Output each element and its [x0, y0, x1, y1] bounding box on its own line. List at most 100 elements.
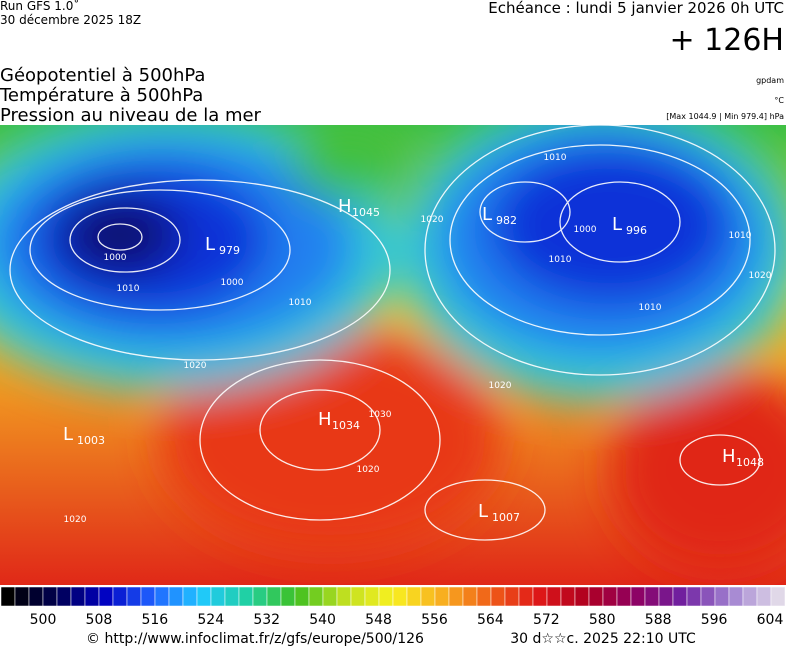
isobar-label: 1020 — [357, 465, 380, 475]
colorbar-swatch — [490, 586, 506, 607]
center-value: 1048 — [736, 456, 764, 469]
colorbar-swatch — [770, 586, 786, 607]
colorbar-swatch — [322, 586, 338, 607]
isobar-label: 1020 — [64, 515, 87, 525]
field-name: Pression au niveau de la mer — [0, 105, 262, 126]
center-value: 1034 — [332, 419, 360, 432]
colorbar-tick-label: 516 — [141, 612, 168, 628]
isobar-label: 1010 — [289, 298, 312, 308]
colorbar-swatch — [350, 586, 366, 607]
colorbar-swatch — [196, 586, 212, 607]
run-label: Run GFS 1.0˚ — [0, 0, 79, 13]
colorbar-swatch — [224, 586, 240, 607]
center-kind: L — [612, 214, 622, 235]
colorbar-swatch — [742, 586, 758, 607]
colorbar-swatch — [714, 586, 730, 607]
center-kind: L — [482, 204, 492, 225]
isobar-label: 1000 — [574, 225, 597, 235]
colorbar-swatch — [336, 586, 352, 607]
colorbar-swatch — [574, 586, 590, 607]
colorbar-swatch — [644, 586, 660, 607]
colorbar-swatch — [392, 586, 408, 607]
center-value: 979 — [219, 244, 240, 257]
colorbar-tick-label: 588 — [645, 612, 672, 628]
colorbar-tick-label: 524 — [197, 612, 224, 628]
colorbar-tick-label: 540 — [309, 612, 336, 628]
colorbar-swatch — [70, 586, 86, 607]
colorbar-tick-label: 572 — [533, 612, 560, 628]
center-kind: L — [205, 234, 215, 255]
colorbar-swatch — [0, 586, 16, 607]
colorbar-swatch — [546, 586, 562, 607]
isobar-label: 1010 — [544, 153, 567, 163]
center-value: 1007 — [492, 511, 520, 524]
field-name: Géopotentiel à 500hPa — [0, 65, 205, 86]
isobar-label: 1020 — [184, 361, 207, 371]
center-kind: L — [478, 501, 488, 522]
isobar-label: 1030 — [369, 410, 392, 420]
isobar-label: 1020 — [749, 271, 772, 281]
colorbar-swatch — [630, 586, 646, 607]
colorbar-tick-label: 532 — [253, 612, 280, 628]
pressure-range: [Max 1044.9 | Min 979.4] hPa — [666, 112, 784, 121]
colorbar-swatch — [378, 586, 394, 607]
center-value: 996 — [626, 224, 647, 237]
center-kind: H — [338, 196, 352, 217]
colorbar-swatch — [686, 586, 702, 607]
colorbar-swatch — [126, 586, 142, 607]
colorbar-swatch — [98, 586, 114, 607]
colorbar-swatch — [140, 586, 156, 607]
colorbar-swatch — [462, 586, 478, 607]
colorbar-swatch — [210, 586, 226, 607]
colorbar-tick-label: 556 — [421, 612, 448, 628]
colorbar-swatch — [434, 586, 450, 607]
colorbar: 500 508 516 524 532 540 548 556 564 572 580 588 596 6… — [0, 586, 786, 628]
colorbar-swatch — [84, 586, 100, 607]
colorbar-swatch — [280, 586, 296, 607]
colorbar-swatch — [672, 586, 688, 607]
isobar-label: 1010 — [639, 303, 662, 313]
center-kind: H — [318, 409, 332, 430]
colorbar-swatch — [476, 586, 492, 607]
colorbar-swatch — [308, 586, 324, 607]
center-value: 982 — [496, 214, 517, 227]
colorbar-swatch — [28, 586, 44, 607]
colorbar-swatch — [560, 586, 576, 607]
colorbar-swatch — [756, 586, 772, 607]
colorbar-swatch — [266, 586, 282, 607]
isobar-label: 1000 — [104, 253, 127, 263]
colorbar-swatch — [406, 586, 422, 607]
isobar-label: 1020 — [489, 381, 512, 391]
unit: °C — [774, 96, 784, 105]
colorbar-swatch — [154, 586, 170, 607]
colorbar-swatch — [238, 586, 254, 607]
isobar-label: 1010 — [549, 255, 572, 265]
run-date: 30 décembre 2025 18Z — [0, 13, 141, 27]
colorbar-swatch — [42, 586, 58, 607]
colorbar-swatch — [14, 586, 30, 607]
colorbar-swatch — [728, 586, 744, 607]
colorbar-tick-label: 500 — [30, 612, 57, 628]
colorbar-tick-label: 604 — [757, 612, 784, 628]
colorbar-swatch — [252, 586, 268, 607]
colorbar-tick-label: 548 — [365, 612, 392, 628]
colorbar-swatch — [56, 586, 72, 607]
center-value: 1003 — [77, 434, 105, 447]
isobar-label: 1020 — [421, 215, 444, 225]
colorbar-tick-label: 564 — [477, 612, 504, 628]
colorbar-swatch — [504, 586, 520, 607]
colorbar-swatch — [658, 586, 674, 607]
field-name: Température à 500hPa — [0, 85, 203, 106]
unit: gpdam — [756, 76, 784, 85]
center-kind: H — [722, 446, 736, 467]
map-field — [0, 125, 786, 585]
colorbar-tick-label: 596 — [701, 612, 728, 628]
isobar-label: 1000 — [221, 278, 244, 288]
center-value: 1045 — [352, 206, 380, 219]
source-url: © http://www.infoclimat.fr/z/gfs/europe/… — [86, 631, 424, 647]
timestamp: 30 d☆☆c. 2025 22:10 UTC — [510, 631, 696, 647]
colorbar-swatch — [588, 586, 604, 607]
colorbar-swatch — [602, 586, 618, 607]
colorbar-swatch — [420, 586, 436, 607]
